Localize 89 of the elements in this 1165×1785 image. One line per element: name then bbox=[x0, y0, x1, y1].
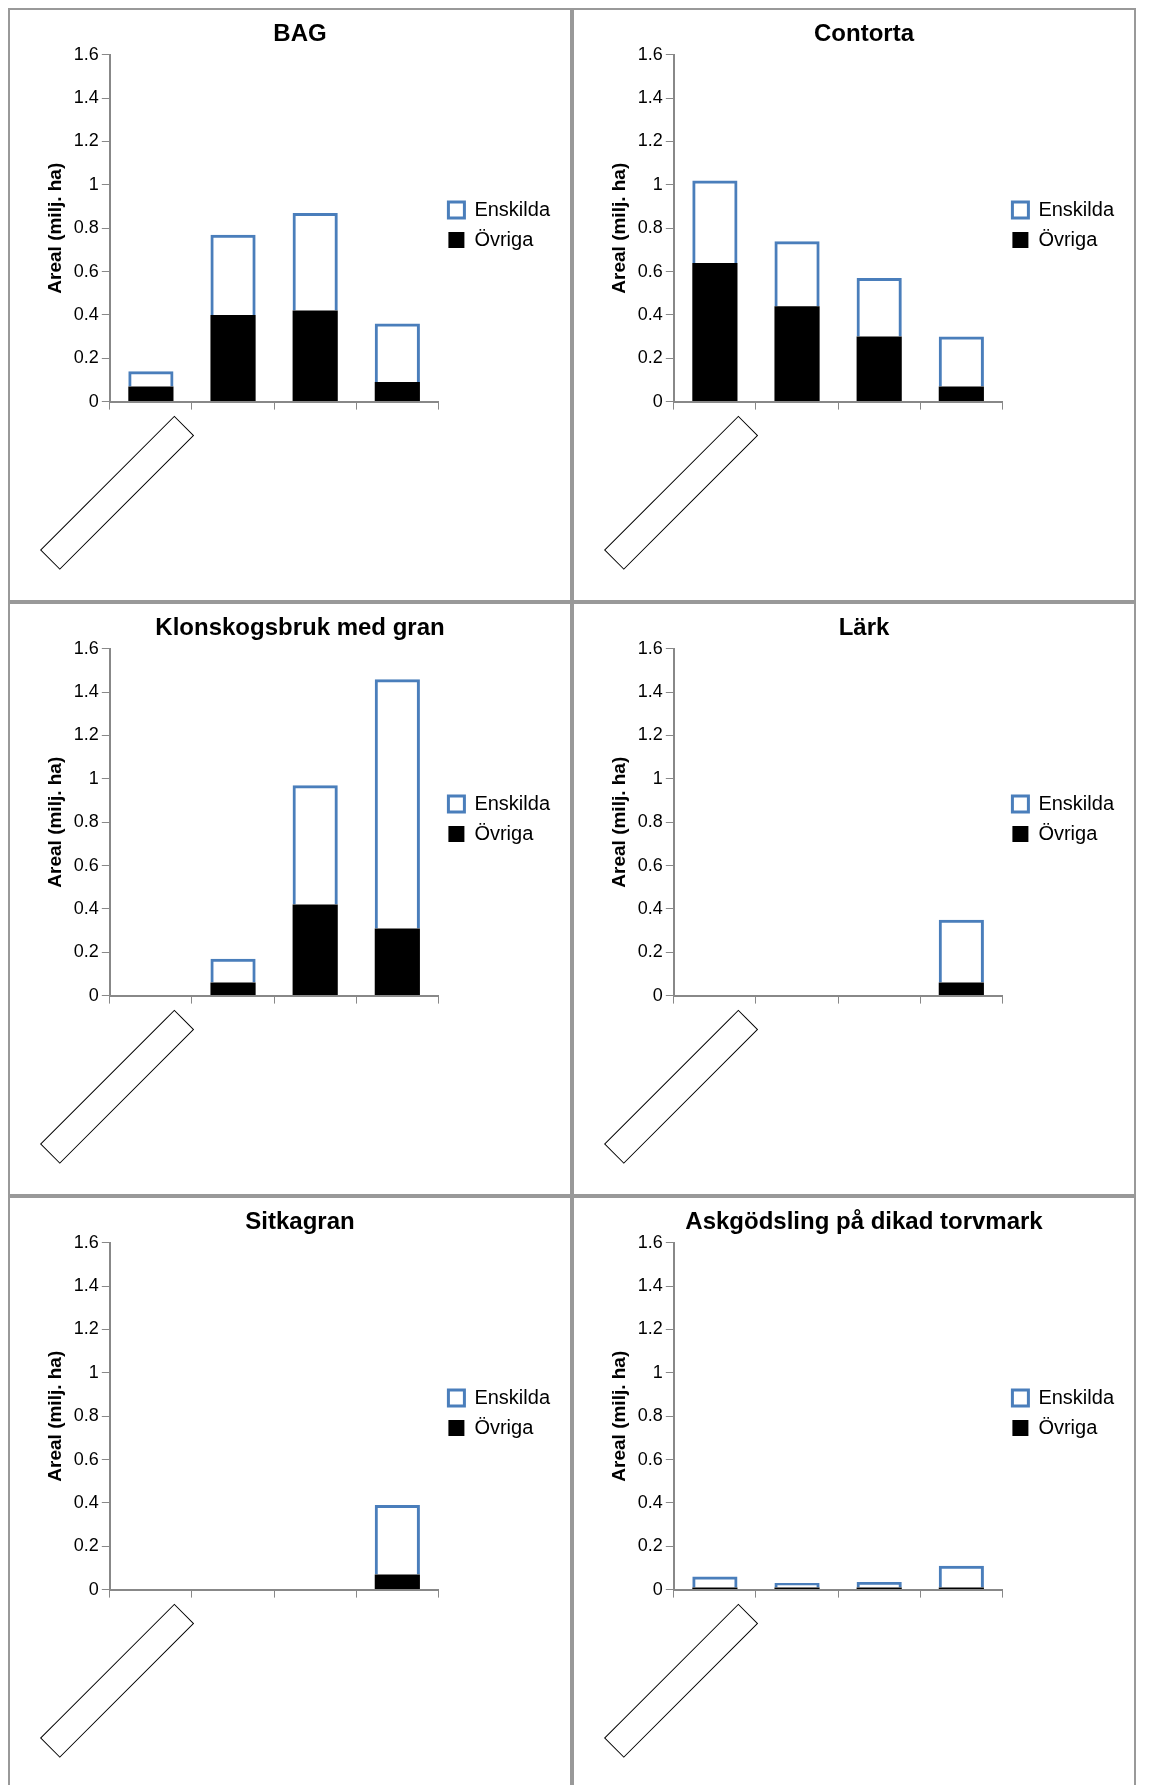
legend-label: Övriga bbox=[1038, 821, 1099, 844]
y-tick-label: 1.4 bbox=[73, 1275, 99, 1296]
y-tick-label: 0.2 bbox=[637, 941, 663, 962]
bar bbox=[692, 262, 738, 402]
y-tick-label: 0.4 bbox=[637, 1491, 663, 1512]
chart-title: Lärk bbox=[838, 613, 890, 641]
y-tick-label: 0.8 bbox=[637, 1405, 663, 1426]
y-tick-label: 0.8 bbox=[637, 811, 663, 832]
y-tick-label: 0.6 bbox=[73, 260, 99, 281]
legend-label: Enskilda bbox=[474, 197, 551, 220]
bar bbox=[292, 904, 338, 996]
y-tick-label: 1.6 bbox=[73, 1231, 99, 1252]
legend-label: Enskilda bbox=[1038, 791, 1115, 814]
y-tick-label: 1 bbox=[652, 767, 663, 788]
y-tick-label: 1.4 bbox=[637, 87, 663, 108]
y-tick-label: 0.6 bbox=[637, 854, 663, 875]
bar bbox=[374, 928, 420, 996]
y-tick-label: 0.6 bbox=[73, 854, 99, 875]
y-tick-label: 0 bbox=[652, 984, 663, 1005]
y-tick-label: 1.2 bbox=[637, 1318, 663, 1339]
y-tick-label: 0.2 bbox=[73, 347, 99, 368]
legend-label: Enskilda bbox=[1038, 1385, 1115, 1408]
chart-title: Contorta bbox=[814, 19, 915, 47]
y-tick-label: 0.4 bbox=[73, 1491, 99, 1512]
y-tick-label: 0 bbox=[652, 1578, 663, 1599]
y-tick-label: 0.8 bbox=[637, 217, 663, 238]
bar bbox=[210, 982, 256, 996]
y-tick-label: 0.2 bbox=[73, 1535, 99, 1556]
chart-title: Askgödsling på dikad torvmark bbox=[685, 1207, 1044, 1235]
y-tick-label: 0.4 bbox=[637, 897, 663, 918]
y-tick-label: 1.2 bbox=[73, 130, 99, 151]
y-tick-label: 1.4 bbox=[637, 681, 663, 702]
legend-label: Övriga bbox=[474, 821, 535, 844]
y-tick-label: 1.2 bbox=[73, 724, 99, 745]
y-tick-label: 0 bbox=[88, 390, 99, 411]
y-tick-label: 1.4 bbox=[73, 681, 99, 702]
y-tick-label: 0.4 bbox=[73, 897, 99, 918]
y-tick-label: 0.2 bbox=[637, 1535, 663, 1556]
y-tick-label: 0.4 bbox=[637, 303, 663, 324]
y-tick-label: 1 bbox=[88, 1361, 99, 1382]
bar bbox=[774, 306, 820, 402]
y-tick-label: 1.4 bbox=[73, 87, 99, 108]
y-tick-label: 1 bbox=[88, 767, 99, 788]
y-tick-label: 1 bbox=[88, 173, 99, 194]
legend-label: Övriga bbox=[1038, 227, 1099, 250]
bar bbox=[292, 310, 338, 402]
y-tick-label: 0.8 bbox=[73, 1405, 99, 1426]
bar bbox=[856, 336, 902, 402]
y-tick-label: 0.2 bbox=[73, 941, 99, 962]
y-tick-label: 0.6 bbox=[637, 1448, 663, 1469]
legend-label: Övriga bbox=[474, 1415, 535, 1438]
chart-title: Klonskogsbruk med gran bbox=[155, 613, 445, 641]
bar bbox=[128, 386, 174, 402]
y-axis-title: Areal (milj. ha) bbox=[607, 1350, 629, 1482]
y-tick-label: 0 bbox=[88, 1578, 99, 1599]
legend-label: Övriga bbox=[474, 227, 535, 250]
y-tick-label: 0.8 bbox=[73, 811, 99, 832]
y-tick-label: 1.6 bbox=[637, 1231, 663, 1252]
y-tick-label: 0.8 bbox=[73, 217, 99, 238]
y-tick-label: 1 bbox=[652, 1361, 663, 1382]
y-tick-label: 0 bbox=[652, 390, 663, 411]
y-tick-label: 0 bbox=[88, 984, 99, 1005]
y-tick-label: 1.2 bbox=[637, 724, 663, 745]
bar bbox=[938, 386, 984, 402]
y-tick-label: 1.6 bbox=[73, 637, 99, 658]
legend-label: Enskilda bbox=[474, 1385, 551, 1408]
y-tick-label: 0.6 bbox=[637, 260, 663, 281]
y-axis-title: Areal (milj. ha) bbox=[43, 162, 65, 294]
y-tick-label: 1.2 bbox=[637, 130, 663, 151]
chart-title: Sitkagran bbox=[245, 1207, 355, 1235]
y-tick-label: 0.6 bbox=[73, 1448, 99, 1469]
y-axis-title: Areal (milj. ha) bbox=[607, 162, 629, 294]
y-tick-label: 1.2 bbox=[73, 1318, 99, 1339]
legend-label: Enskilda bbox=[474, 791, 551, 814]
bar bbox=[210, 314, 256, 402]
legend-label: Övriga bbox=[1038, 1415, 1099, 1438]
y-axis-title: Areal (milj. ha) bbox=[43, 1350, 65, 1482]
y-axis-title: Areal (milj. ha) bbox=[607, 756, 629, 888]
legend-label: Enskilda bbox=[1038, 197, 1115, 220]
y-tick-label: 0.2 bbox=[637, 347, 663, 368]
y-axis-title: Areal (milj. ha) bbox=[43, 756, 65, 888]
bar bbox=[374, 382, 420, 402]
chart-title: BAG bbox=[273, 19, 327, 47]
y-tick-label: 1 bbox=[652, 173, 663, 194]
y-tick-label: 1.6 bbox=[73, 43, 99, 64]
y-tick-label: 1.6 bbox=[637, 43, 663, 64]
y-tick-label: 1.6 bbox=[637, 637, 663, 658]
y-tick-label: 0.4 bbox=[73, 303, 99, 324]
y-tick-label: 1.4 bbox=[637, 1275, 663, 1296]
